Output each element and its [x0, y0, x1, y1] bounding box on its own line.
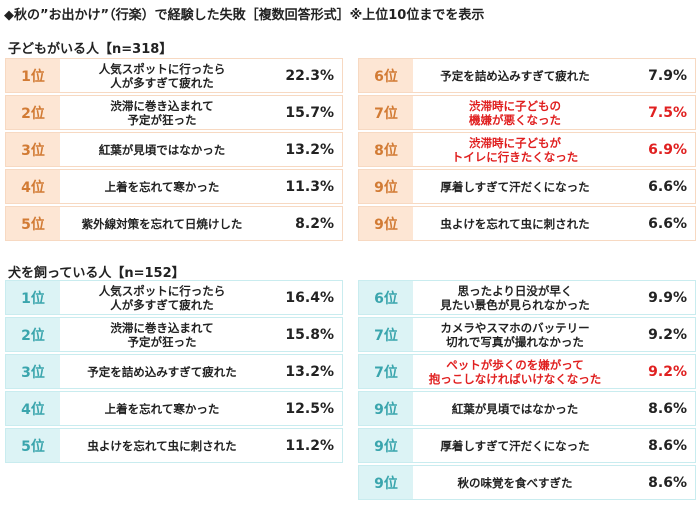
- section-title-kids: 子どもがいる人【n=318】: [8, 42, 173, 57]
- item-percent: 6.6%: [648, 178, 687, 195]
- item-text: 渋滞時に子どもが トイレに行きたくなった: [451, 135, 579, 164]
- ranking-row: 6位 思ったより日没が早く 見たい景色が見られなかった 9.9%: [358, 280, 696, 315]
- item-percent: 6.9%: [648, 141, 687, 158]
- item-percent: 8.6%: [648, 437, 687, 454]
- item-percent: 8.6%: [648, 474, 687, 491]
- item-percent: 9.2%: [648, 363, 687, 380]
- item-percent: 8.6%: [648, 400, 687, 417]
- item-text: カメラやスマホのバッテリー 切れで写真が撮れなかった: [440, 320, 590, 349]
- rank-label: 6位: [359, 59, 413, 92]
- section-title-dog: 犬を飼っている人【n=152】: [8, 266, 185, 281]
- item-text: 虫よけを忘れて虫に刺された: [87, 438, 237, 453]
- item-percent: 12.5%: [285, 400, 334, 417]
- ranking-row: 3位 予定を詰め込みすぎて疲れた 13.2%: [5, 354, 343, 389]
- item-percent: 13.2%: [285, 363, 334, 380]
- rank-label: 2位: [6, 318, 60, 351]
- item-percent: 7.9%: [648, 67, 687, 84]
- rank-label: 5位: [6, 207, 60, 240]
- rank-label: 5位: [6, 429, 60, 462]
- item-percent: 9.2%: [648, 326, 687, 343]
- ranking-row: 9位 虫よけを忘れて虫に刺された 6.6%: [358, 206, 696, 241]
- page-title: ◆秋の”お出かけ”（行楽）で経験した失敗［複数回答形式］※上位10位までを表示: [4, 8, 485, 23]
- rank-label: 9位: [359, 466, 413, 499]
- item-text: 上着を忘れて寒かった: [104, 401, 220, 416]
- item-text: 紅葉が見頃ではなかった: [451, 401, 579, 416]
- item-percent: 15.8%: [285, 326, 334, 343]
- rank-label: 1位: [6, 281, 60, 314]
- item-text: ペットが歩くのを嫌がって 抱っこしなければいけなくなった: [428, 357, 602, 386]
- item-percent: 11.2%: [285, 437, 334, 454]
- ranking-row: 8位 渋滞時に子どもが トイレに行きたくなった 6.9%: [358, 132, 696, 167]
- item-percent: 22.3%: [285, 67, 334, 84]
- ranking-row: 5位 紫外線対策を忘れて日焼けした 8.2%: [5, 206, 343, 241]
- item-text: 人気スポットに行ったら 人が多すぎて疲れた: [98, 283, 226, 312]
- rank-label: 9位: [359, 207, 413, 240]
- ranking-row: 4位 上着を忘れて寒かった 12.5%: [5, 391, 343, 426]
- item-text: 上着を忘れて寒かった: [104, 179, 220, 194]
- kids-ranking-left: 1位 人気スポットに行ったら 人が多すぎて疲れた 22.3% 2位 渋滞に巻き込ま…: [5, 58, 343, 243]
- item-text: 厚着しすぎて汗だくになった: [440, 438, 590, 453]
- rank-label: 7位: [359, 318, 413, 351]
- dog-ranking-left: 1位 人気スポットに行ったら 人が多すぎて疲れた 16.4% 2位 渋滞に巻き込ま…: [5, 280, 343, 465]
- rank-label: 1位: [6, 59, 60, 92]
- rank-label: 4位: [6, 392, 60, 425]
- rank-label: 7位: [359, 96, 413, 129]
- rank-label: 8位: [359, 133, 413, 166]
- item-percent: 8.2%: [295, 215, 334, 232]
- item-text: 秋の味覚を食べすぎた: [457, 475, 573, 490]
- rank-label: 7位: [359, 355, 413, 388]
- ranking-row: 9位 紅葉が見頃ではなかった 8.6%: [358, 391, 696, 426]
- item-text: 虫よけを忘れて虫に刺された: [440, 216, 590, 231]
- rank-label: 9位: [359, 429, 413, 462]
- ranking-row: 3位 紅葉が見頃ではなかった 13.2%: [5, 132, 343, 167]
- rank-label: 4位: [6, 170, 60, 203]
- dog-ranking-right: 6位 思ったより日没が早く 見たい景色が見られなかった 9.9% 7位 カメラやス…: [358, 280, 696, 502]
- ranking-row: 6位 予定を詰め込みすぎて疲れた 7.9%: [358, 58, 696, 93]
- item-percent: 7.5%: [648, 104, 687, 121]
- ranking-row: 9位 秋の味覚を食べすぎた 8.6%: [358, 465, 696, 500]
- ranking-row: 4位 上着を忘れて寒かった 11.3%: [5, 169, 343, 204]
- ranking-row: 9位 厚着しすぎて汗だくになった 8.6%: [358, 428, 696, 463]
- rank-label: 9位: [359, 170, 413, 203]
- ranking-row: 5位 虫よけを忘れて虫に刺された 11.2%: [5, 428, 343, 463]
- item-percent: 9.9%: [648, 289, 687, 306]
- item-text: 思ったより日没が早く 見たい景色が見られなかった: [440, 283, 590, 312]
- ranking-row: 9位 厚着しすぎて汗だくになった 6.6%: [358, 169, 696, 204]
- kids-ranking-right: 6位 予定を詰め込みすぎて疲れた 7.9% 7位 渋滞時に子どもの 機嫌が悪くなっ…: [358, 58, 696, 243]
- ranking-row: 7位 カメラやスマホのバッテリー 切れで写真が撮れなかった 9.2%: [358, 317, 696, 352]
- rank-label: 2位: [6, 96, 60, 129]
- ranking-row: 1位 人気スポットに行ったら 人が多すぎて疲れた 22.3%: [5, 58, 343, 93]
- item-percent: 15.7%: [285, 104, 334, 121]
- item-text: 渋滞時に子どもの 機嫌が悪くなった: [469, 98, 561, 127]
- ranking-row: 1位 人気スポットに行ったら 人が多すぎて疲れた 16.4%: [5, 280, 343, 315]
- rank-label: 3位: [6, 133, 60, 166]
- ranking-row: 2位 渋滞に巻き込まれて 予定が狂った 15.8%: [5, 317, 343, 352]
- item-percent: 11.3%: [285, 178, 334, 195]
- rank-label: 3位: [6, 355, 60, 388]
- item-text: 紅葉が見頃ではなかった: [98, 142, 226, 157]
- item-text: 予定を詰め込みすぎて疲れた: [440, 68, 590, 83]
- item-text: 渋滞に巻き込まれて 予定が狂った: [110, 320, 214, 349]
- ranking-row: 7位 渋滞時に子どもの 機嫌が悪くなった 7.5%: [358, 95, 696, 130]
- ranking-row: 2位 渋滞に巻き込まれて 予定が狂った 15.7%: [5, 95, 343, 130]
- item-text: 予定を詰め込みすぎて疲れた: [87, 364, 237, 379]
- item-text: 紫外線対策を忘れて日焼けした: [81, 216, 243, 231]
- item-percent: 6.6%: [648, 215, 687, 232]
- ranking-row: 7位 ペットが歩くのを嫌がって 抱っこしなければいけなくなった 9.2%: [358, 354, 696, 389]
- item-text: 厚着しすぎて汗だくになった: [440, 179, 590, 194]
- rank-label: 6位: [359, 281, 413, 314]
- rank-label: 9位: [359, 392, 413, 425]
- item-percent: 16.4%: [285, 289, 334, 306]
- item-percent: 13.2%: [285, 141, 334, 158]
- item-text: 人気スポットに行ったら 人が多すぎて疲れた: [98, 61, 226, 90]
- item-text: 渋滞に巻き込まれて 予定が狂った: [110, 98, 214, 127]
